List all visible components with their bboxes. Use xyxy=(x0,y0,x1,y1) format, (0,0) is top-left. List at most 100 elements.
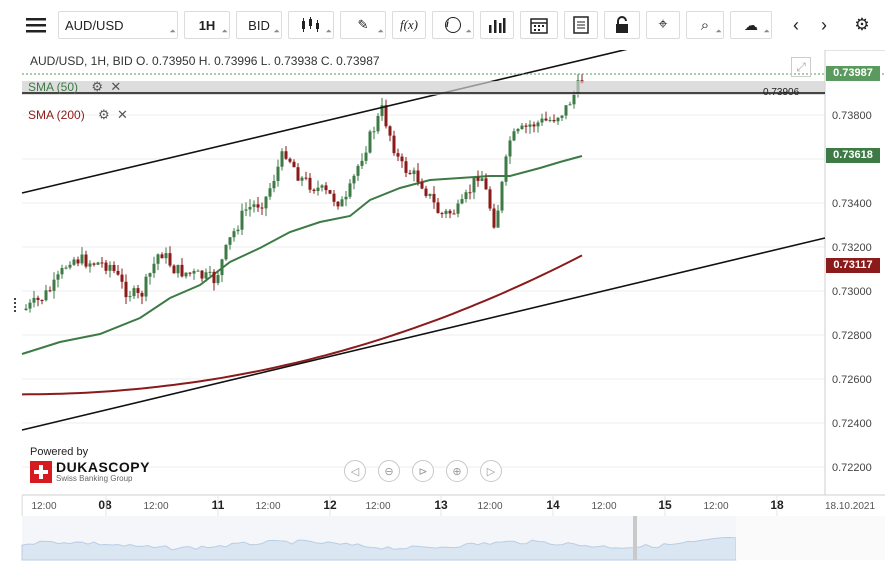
calendar-button[interactable] xyxy=(520,11,558,39)
indicator-sma50: SMA (50) ⚙ ✕ xyxy=(28,79,121,95)
lock-icon xyxy=(616,16,628,33)
side-label: BID xyxy=(248,17,270,33)
candle-body xyxy=(404,161,408,173)
info-icon: i xyxy=(445,17,461,33)
zoom-button[interactable]: ⌕ xyxy=(686,11,724,39)
triangle-left-icon: ◁ xyxy=(350,465,360,478)
candle-body xyxy=(272,181,276,189)
candle-body xyxy=(100,262,104,264)
channel-lower-line xyxy=(21,237,826,431)
sma50-gear-icon[interactable]: ⚙ xyxy=(91,79,104,94)
candle-body xyxy=(276,166,280,182)
chevron-right-icon: › xyxy=(821,14,827,35)
candle-body xyxy=(200,270,204,279)
time-axis-label: 12:00 xyxy=(477,501,502,512)
fit-button[interactable]: ⊳ xyxy=(412,460,434,482)
candle-body xyxy=(564,105,568,116)
candle-body xyxy=(416,170,420,183)
candle-body xyxy=(52,279,56,291)
volume-button[interactable] xyxy=(480,11,514,39)
last-price-tag: 0.73987 xyxy=(826,66,880,81)
side-selector[interactable]: BID xyxy=(236,11,282,39)
time-axis-label: 12:00 xyxy=(365,501,390,512)
function-label: f(x) xyxy=(399,17,419,32)
candle-body xyxy=(524,125,528,127)
forward-button[interactable]: › xyxy=(812,11,836,39)
candle-body xyxy=(116,270,120,275)
hamburger-icon xyxy=(26,18,46,33)
drag-handle[interactable] xyxy=(14,298,19,312)
back-button[interactable]: ‹ xyxy=(784,11,808,39)
time-axis-label: 08 xyxy=(98,498,112,512)
candle-body xyxy=(172,265,176,274)
timeframe-selector[interactable]: 1H xyxy=(184,11,230,39)
overview-handle-left xyxy=(633,516,637,560)
candles-icon xyxy=(302,17,319,32)
scroll-left-button[interactable]: ◁ xyxy=(344,460,366,482)
candle-body xyxy=(504,156,508,182)
settings-button[interactable]: ⚙ xyxy=(848,11,876,39)
candle-body xyxy=(324,185,328,191)
crosshair-icon: ⌖ xyxy=(658,16,668,33)
indicator-sma50-label[interactable]: SMA (50) xyxy=(28,80,79,94)
candle-body xyxy=(480,178,484,181)
candle-body xyxy=(484,178,488,190)
document-icon xyxy=(573,16,589,34)
sma200-gear-icon[interactable]: ⚙ xyxy=(98,107,110,122)
zoom-out-button[interactable]: ⊖ xyxy=(378,460,400,482)
timeframe-label: 1H xyxy=(198,17,216,33)
maximize-button[interactable]: ⤢ xyxy=(791,57,811,77)
bar-chart-icon xyxy=(489,18,506,33)
crosshair-button[interactable]: ⌖ xyxy=(646,11,680,39)
candle-body xyxy=(260,207,264,209)
candle-body xyxy=(356,165,360,176)
candle-body xyxy=(568,104,572,106)
menu-button[interactable] xyxy=(18,11,54,39)
candle-body xyxy=(224,244,228,260)
candle-body xyxy=(492,208,496,228)
candle-body xyxy=(432,193,436,203)
draw-button[interactable]: ✎ xyxy=(340,11,386,39)
price-chart[interactable]: 0.738000.736000.734000.732000.730000.728… xyxy=(0,50,885,566)
candle-body xyxy=(204,272,208,279)
chart-type-button[interactable] xyxy=(288,11,334,39)
candle-body xyxy=(220,259,224,276)
candle-body xyxy=(56,274,60,280)
pencil-icon: ✎ xyxy=(357,17,369,32)
zoom-in-icon: ⊕ xyxy=(452,465,462,478)
sma200-close-icon[interactable]: ✕ xyxy=(117,107,128,122)
price-axis-label: 0.73200 xyxy=(832,242,872,254)
candle-body xyxy=(332,193,336,202)
candle-body xyxy=(168,253,172,266)
scroll-right-button[interactable]: ▷ xyxy=(480,460,502,482)
time-axis-label: 12:00 xyxy=(255,501,280,512)
candle-body xyxy=(132,288,136,297)
candle-body xyxy=(352,175,356,184)
sma50-close-icon[interactable]: ✕ xyxy=(110,79,122,94)
candle-body xyxy=(292,161,296,168)
candle-body xyxy=(528,124,532,127)
candle-body xyxy=(92,263,96,265)
candle-body xyxy=(76,259,80,264)
upload-button[interactable]: ☁ xyxy=(730,11,772,39)
indicator-sma200-label[interactable]: SMA (200) xyxy=(28,108,85,122)
indicators-button[interactable]: f(x) xyxy=(392,11,426,39)
candle-body xyxy=(428,193,432,196)
price-axis-label: 0.73000 xyxy=(832,286,872,298)
lock-button[interactable] xyxy=(604,11,640,39)
candle-body xyxy=(136,288,140,293)
candle-body xyxy=(328,190,332,194)
zoom-in-button[interactable]: ⊕ xyxy=(446,460,468,482)
candle-body xyxy=(344,196,348,200)
candle-body xyxy=(476,177,480,181)
candle-body xyxy=(300,177,304,181)
news-button[interactable] xyxy=(564,11,598,39)
candle-body xyxy=(140,292,144,297)
candle-body xyxy=(148,273,152,277)
candle-body xyxy=(112,264,116,271)
symbol-selector[interactable]: AUD/USD xyxy=(58,11,178,39)
candle-body xyxy=(216,275,220,284)
info-button[interactable]: i xyxy=(432,11,474,39)
zoom-out-icon: ⊖ xyxy=(384,465,394,478)
candle-body xyxy=(156,254,160,264)
